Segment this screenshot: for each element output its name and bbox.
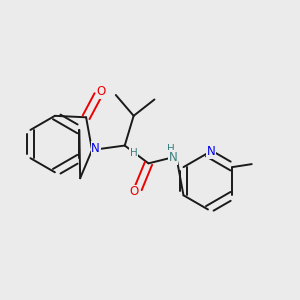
Text: O: O: [96, 85, 106, 98]
Text: O: O: [129, 185, 138, 198]
Text: H: H: [167, 144, 175, 154]
Text: H: H: [130, 148, 137, 158]
Text: N: N: [169, 151, 178, 164]
Text: N: N: [207, 145, 215, 158]
Text: N: N: [91, 142, 100, 155]
